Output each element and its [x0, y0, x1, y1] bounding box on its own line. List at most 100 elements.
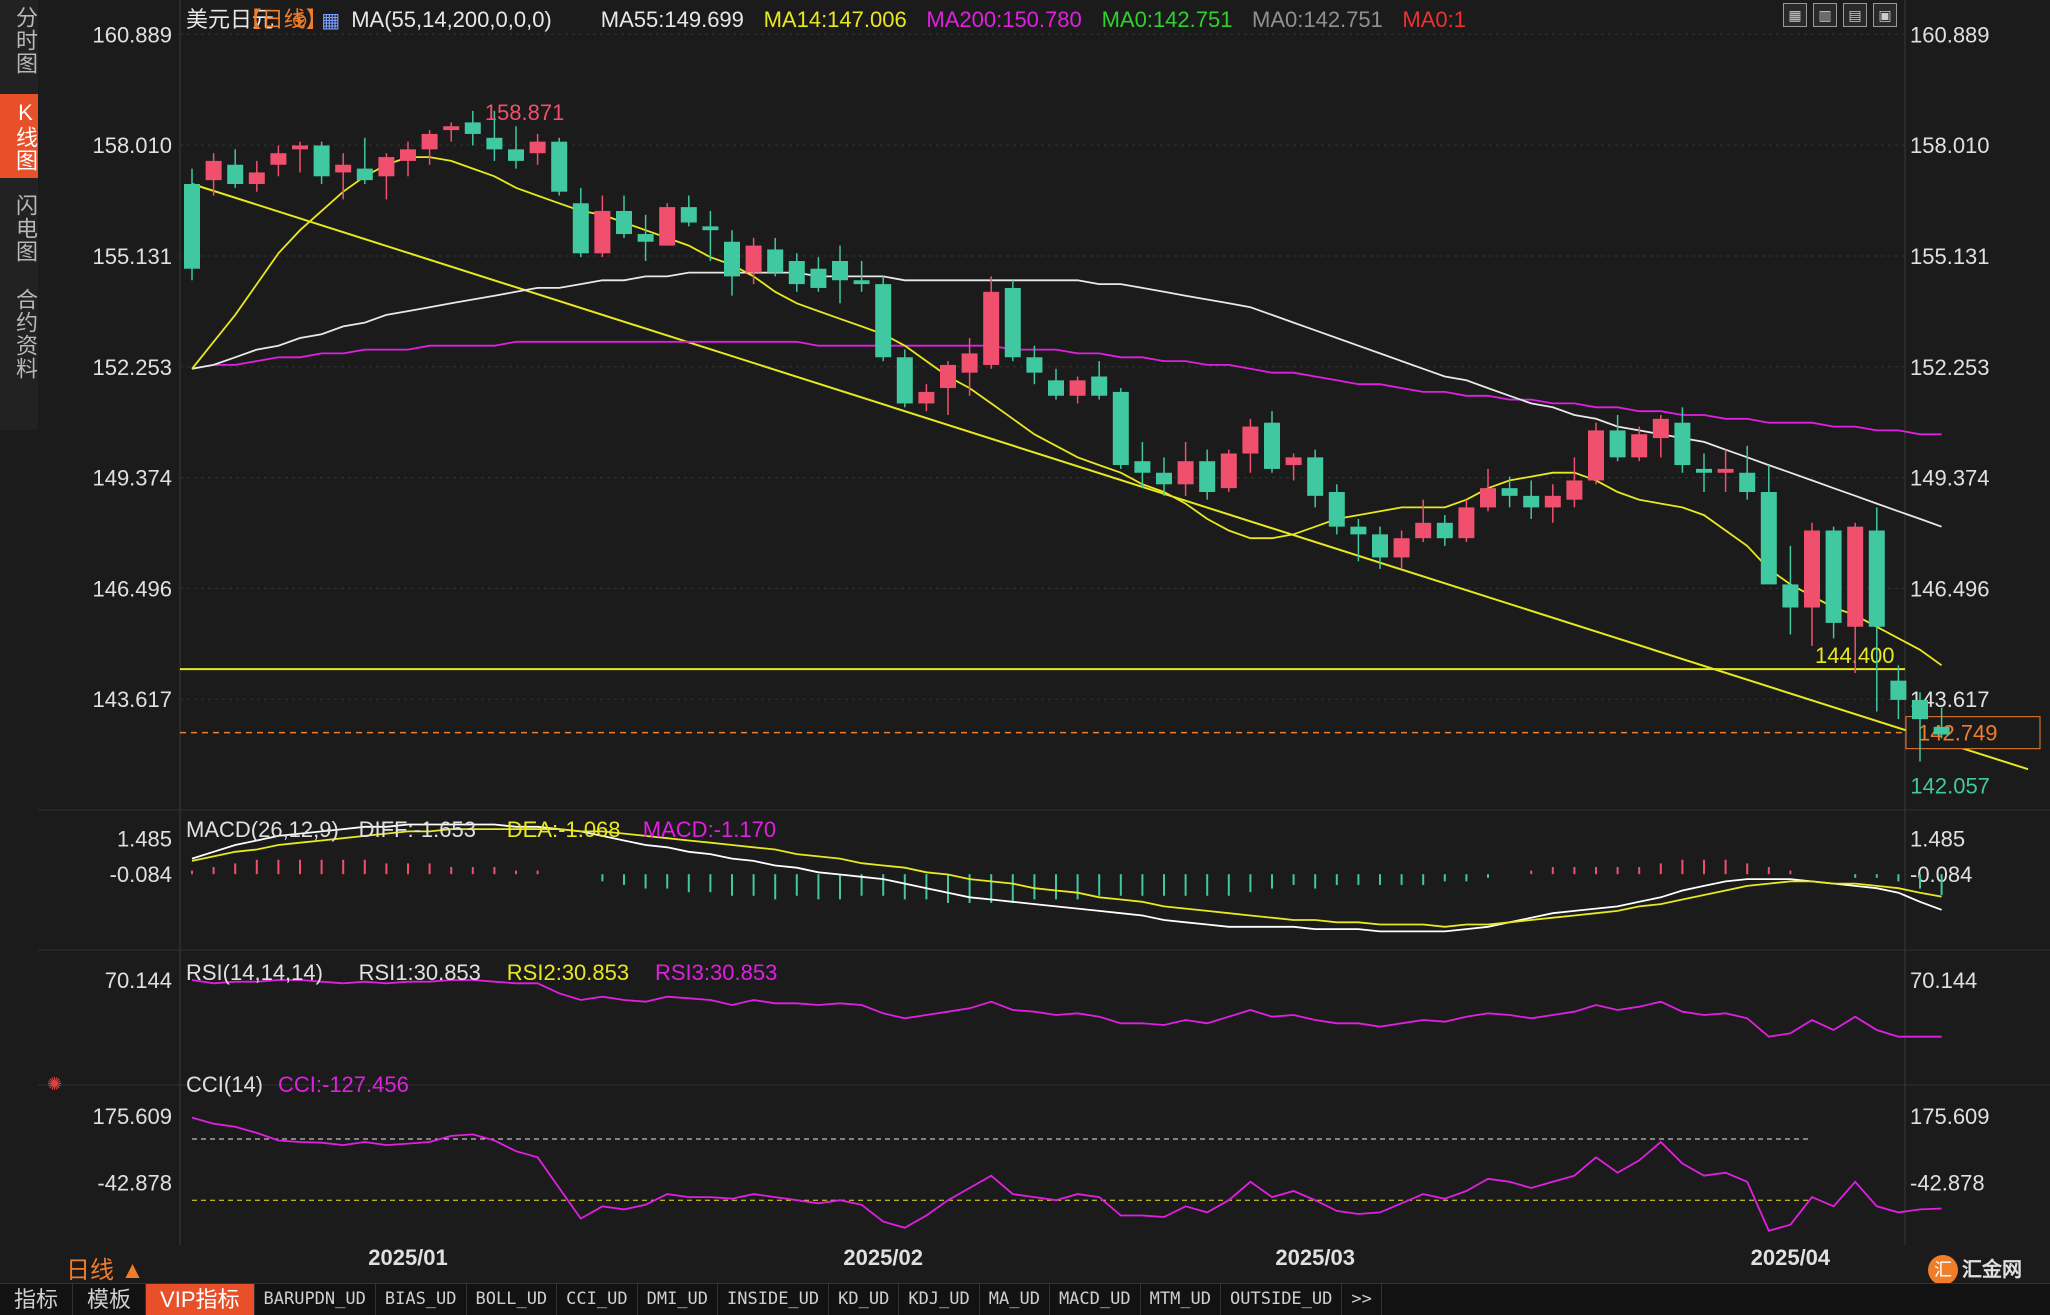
candle-body — [983, 291, 1000, 365]
cci-tick-right: 175.609 — [1910, 1104, 1990, 1129]
bottom-tab-mtm-ud[interactable]: MTM_UD — [1141, 1284, 1222, 1315]
candle-body — [1372, 534, 1388, 558]
candle-body — [356, 168, 373, 181]
candle-body — [1307, 457, 1324, 496]
bottom-tab-vip[interactable]: VIP指标 — [146, 1284, 255, 1315]
left-tab-2[interactable]: 闪电图 — [13, 194, 38, 263]
macd-header-2: DEA:-1.068 — [507, 817, 621, 842]
candle-body — [659, 207, 676, 246]
trend-line — [191, 183, 2029, 771]
chart-mode-icon[interactable]: ▤ — [1843, 3, 1867, 27]
bottom-tab-cci-ud[interactable]: CCI_UD — [557, 1284, 638, 1315]
chart-toolbar: ▦ ▥ ▤ ▣ — [1783, 3, 1897, 27]
left-tab-1[interactable]: K线图 — [0, 94, 38, 178]
cci-tick-left: -42.878 — [97, 1171, 172, 1196]
candle-body — [1199, 461, 1216, 492]
price-tick-left: 152.253 — [92, 355, 172, 380]
candle-body — [400, 149, 416, 161]
bottom-tab-1[interactable]: 模板 — [73, 1284, 147, 1315]
indicator-icon: ▦ — [321, 10, 340, 32]
macd-tick-right: 1.485 — [1910, 827, 1965, 852]
price-tick-right: 155.131 — [1910, 244, 1990, 269]
candle-body — [616, 210, 632, 235]
bottom-tab-ma-ud[interactable]: MA_UD — [980, 1284, 1050, 1315]
price-tick-right: 146.496 — [1910, 576, 1990, 601]
candle-body — [1609, 430, 1626, 458]
candle-body — [1328, 492, 1345, 527]
candle-body — [1350, 526, 1367, 535]
candle-body — [486, 137, 503, 150]
cci-header-title: CCI(14) — [186, 1072, 263, 1097]
candle-body — [1156, 472, 1172, 485]
candle-body — [940, 364, 956, 389]
candle-body — [702, 226, 719, 231]
logo-text: 汇金网 — [1962, 1259, 2022, 1281]
columns-icon[interactable]: ▥ — [1813, 3, 1837, 27]
candle-body — [1760, 492, 1777, 585]
price-tick-left: 158.010 — [92, 133, 172, 158]
bottom-tab-kdj-ud[interactable]: KDJ_UD — [899, 1284, 980, 1315]
rsi-line — [191, 979, 1942, 1038]
candle-body — [313, 145, 330, 177]
candle-body — [1285, 457, 1302, 466]
bottom-tab-outside-ud[interactable]: OUTSIDE_UD — [1221, 1284, 1343, 1315]
candle-body — [205, 160, 222, 181]
candle-body — [464, 122, 481, 134]
left-tab-bar: 分时图 K线图闪电图合约资料 — [0, 0, 38, 430]
kline-chart[interactable]: 160.889 160.889 158.010 158.010 155.131 155.1… — [0, 0, 2050, 1283]
x-axis-label: 2025/03 — [1275, 1245, 1355, 1270]
left-tab-3[interactable]: 合约资料 — [13, 288, 38, 380]
price-tick-right: 152.253 — [1910, 355, 1990, 380]
bottom-tab-15[interactable]: >> — [1342, 1284, 1382, 1315]
site-logo: 汇汇金网 — [1928, 1253, 2022, 1285]
candle-body — [551, 141, 568, 192]
bottom-tab-kd-ud[interactable]: KD_UD — [829, 1284, 900, 1315]
candle-body — [184, 184, 200, 269]
candle-body — [1782, 584, 1799, 608]
candle-body — [1739, 472, 1756, 492]
candle-body — [896, 357, 913, 404]
bottom-tab-boll-ud[interactable]: BOLL_UD — [467, 1284, 558, 1315]
candle-body — [1177, 461, 1194, 485]
candle-body — [637, 234, 654, 242]
candle-body — [1804, 530, 1820, 608]
header-ma55: MA55:149.699 — [601, 7, 744, 32]
rsi-tick-left: 70.144 — [105, 968, 172, 993]
bottom-tab-macd-ud[interactable]: MACD_UD — [1050, 1284, 1141, 1315]
macd-tick-left: 1.485 — [117, 827, 172, 852]
candle-body — [421, 133, 438, 150]
layout-icon[interactable]: ▣ — [1873, 3, 1897, 27]
candle-body — [745, 245, 762, 273]
high-price-label: 158.871 — [485, 100, 565, 125]
bottom-tab-barupdn-ud[interactable]: BARUPDN_UD — [255, 1284, 376, 1315]
chart-background — [38, 0, 2050, 1283]
rsi-tick-right: 70.144 — [1910, 968, 1977, 993]
candle-body — [508, 149, 524, 161]
price-tick-left: 155.131 — [92, 244, 172, 269]
grid-icon[interactable]: ▦ — [1783, 3, 1807, 27]
candle-body — [1264, 422, 1280, 469]
candle-body — [1825, 530, 1842, 623]
candle-body — [292, 145, 308, 150]
cci-tick-left: 175.609 — [92, 1104, 172, 1129]
header-period: 【日线】 — [240, 7, 328, 32]
bottom-tab-0[interactable]: 指标 — [0, 1284, 74, 1315]
x-axis-label: 2025/04 — [1751, 1245, 1831, 1270]
candle-body — [1631, 434, 1648, 458]
candle-body — [680, 207, 697, 223]
header-ma-params: MA(55,14,200,0,0,0) — [351, 7, 552, 32]
candle-body — [248, 172, 265, 184]
header-ma0-b: MA0:142.751 — [1252, 7, 1383, 32]
bottom-tab-bias-ud[interactable]: BIAS_UD — [376, 1284, 467, 1315]
candle-body — [1393, 538, 1410, 558]
price-tick-left: 149.374 — [92, 466, 172, 491]
candle-body — [1220, 453, 1237, 489]
bottom-tab-inside-ud[interactable]: INSIDE_UD — [718, 1284, 830, 1315]
current-price-box — [1905, 716, 2041, 750]
period-label: 日线 — [66, 1257, 114, 1284]
macd-diff-line — [191, 823, 1942, 933]
period-selector[interactable]: 日线 ▲ — [66, 1257, 145, 1284]
bottom-tab-dmi-ud[interactable]: DMI_UD — [638, 1284, 719, 1315]
left-tab-0[interactable]: 分时图 — [13, 6, 38, 75]
candle-body — [1544, 495, 1561, 508]
